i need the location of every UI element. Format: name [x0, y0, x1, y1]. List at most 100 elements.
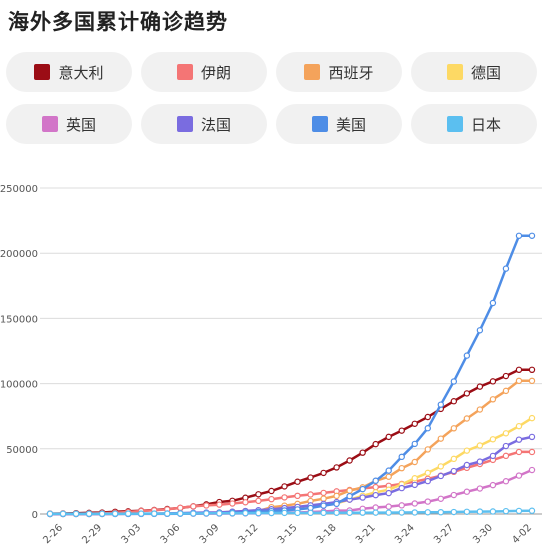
legend-item-4[interactable]: 英国 — [6, 104, 132, 144]
data-point — [359, 494, 366, 501]
data-point — [242, 509, 249, 517]
data-point — [46, 510, 54, 517]
data-point — [294, 492, 301, 500]
data-point — [476, 458, 484, 465]
data-point — [268, 487, 275, 495]
data-point — [463, 390, 471, 397]
data-point — [294, 478, 301, 485]
data-point — [411, 440, 418, 448]
data-point — [59, 510, 67, 517]
data-point — [346, 487, 353, 494]
y-tick-label: 50000 — [6, 445, 38, 456]
data-point — [124, 510, 132, 517]
legend-item-6[interactable]: 美国 — [276, 104, 402, 144]
legend-swatch — [311, 116, 328, 132]
data-point — [346, 457, 353, 464]
data-point — [424, 477, 431, 485]
data-point — [372, 477, 379, 484]
x-tick-label: 3-15 — [276, 522, 300, 546]
data-point — [489, 378, 497, 385]
data-point — [398, 453, 405, 461]
data-point — [372, 483, 379, 491]
data-point — [411, 481, 418, 489]
legend-label: 意大利 — [58, 63, 104, 82]
data-point — [372, 440, 379, 448]
data-point — [450, 467, 458, 475]
legend-item-7[interactable]: 日本 — [411, 104, 537, 144]
x-tick-label: 3-18 — [315, 522, 339, 546]
data-point — [385, 467, 392, 474]
data-point — [515, 422, 523, 430]
data-point — [137, 510, 145, 517]
y-tick-label: 250000 — [0, 184, 38, 195]
x-tick-label: 3-06 — [159, 522, 183, 546]
legend-swatch — [176, 116, 193, 132]
data-point — [424, 425, 431, 432]
data-point — [502, 387, 510, 395]
data-point — [411, 475, 418, 482]
data-point — [177, 504, 184, 512]
data-point — [450, 425, 458, 432]
data-point — [502, 478, 510, 485]
x-tick-label: 3-30 — [471, 522, 495, 546]
data-point — [385, 489, 392, 497]
data-point — [450, 398, 458, 405]
legend-item-5[interactable]: 法国 — [141, 104, 267, 144]
data-point — [489, 508, 497, 515]
x-tick-label: 3-12 — [237, 522, 261, 546]
series-line-3 — [50, 417, 533, 516]
legend-label: 美国 — [335, 115, 366, 134]
data-point — [502, 372, 510, 380]
x-tick-label: 3-03 — [119, 522, 143, 546]
data-point — [502, 507, 510, 515]
data-point — [385, 433, 392, 441]
data-point — [411, 509, 418, 516]
data-point — [450, 508, 458, 516]
data-point — [489, 452, 497, 460]
y-tick-label: 150000 — [0, 314, 38, 325]
data-point — [359, 509, 366, 516]
x-tick-label: 3-21 — [354, 522, 378, 546]
data-point — [528, 448, 536, 456]
data-point — [424, 509, 431, 516]
data-point — [489, 396, 497, 403]
data-point — [281, 509, 288, 517]
data-point — [476, 442, 484, 449]
legend-swatch — [41, 116, 58, 132]
legend-item-1[interactable]: 伊朗 — [141, 52, 267, 92]
data-point — [515, 436, 523, 443]
data-point — [437, 508, 445, 516]
data-point — [463, 461, 471, 469]
page-title: 海外多国累计确诊趋势 — [8, 10, 228, 34]
data-point — [489, 481, 497, 489]
data-point — [320, 502, 327, 509]
legend-label: 英国 — [65, 115, 96, 134]
legend-label: 德国 — [470, 63, 501, 82]
data-point — [190, 503, 197, 510]
x-tick-label: 4-02 — [510, 522, 534, 546]
legend-swatch — [34, 64, 51, 80]
data-point — [72, 510, 80, 517]
data-point — [268, 509, 275, 517]
data-point — [203, 502, 210, 509]
data-point — [307, 491, 314, 498]
data-point — [320, 495, 327, 502]
data-point — [437, 495, 445, 502]
legend-swatch — [304, 64, 321, 80]
data-point — [424, 413, 431, 421]
legend-label: 伊朗 — [200, 63, 231, 82]
data-point — [333, 464, 340, 471]
data-point — [203, 510, 210, 517]
legend-item-3[interactable]: 德国 — [411, 52, 537, 92]
data-point — [333, 492, 340, 500]
legend-item-2[interactable]: 西班牙 — [276, 52, 402, 92]
legend-item-0[interactable]: 意大利 — [6, 52, 132, 92]
data-point — [372, 504, 379, 511]
data-point — [411, 500, 418, 507]
data-point — [294, 509, 301, 517]
data-point — [515, 448, 523, 456]
legend-swatch — [446, 64, 463, 80]
data-point — [476, 327, 484, 334]
y-tick-label: 100000 — [0, 380, 38, 391]
data-point — [437, 463, 445, 470]
